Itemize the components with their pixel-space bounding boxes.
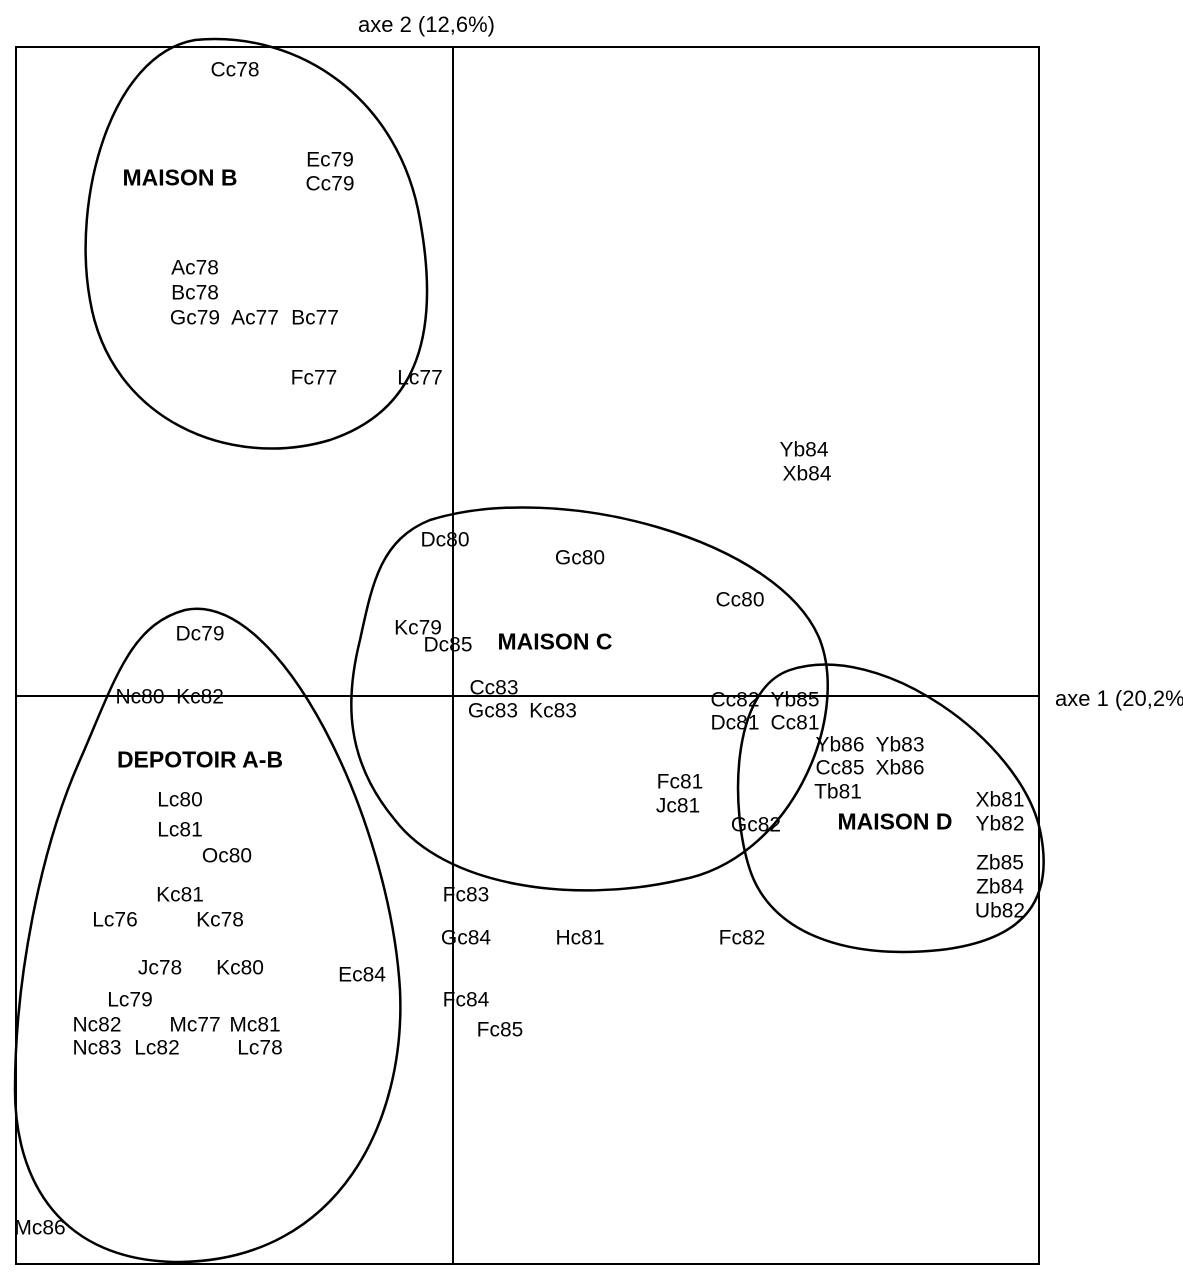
point-label: Ub82 [975, 901, 1025, 922]
group-label: MAISON C [498, 629, 613, 656]
point-label: Fc77 [291, 368, 338, 389]
plot-border [15, 46, 1040, 1265]
point-label: Fc85 [477, 1020, 524, 1041]
point-label: Cc83 [469, 678, 518, 699]
point-label: Bc77 [291, 308, 339, 329]
point-label: Xb86 [875, 758, 924, 779]
point-label: Ac78 [171, 258, 219, 279]
group-label: MAISON D [838, 809, 953, 836]
point-label: Kc81 [156, 885, 204, 906]
point-label: Zb85 [976, 853, 1024, 874]
point-label: Lc77 [397, 368, 443, 389]
axis-label-y: axe 2 (12,6%) [358, 12, 495, 38]
point-label: Yb82 [975, 814, 1024, 835]
point-label: Lc78 [237, 1038, 283, 1059]
point-label: Oc80 [202, 846, 252, 867]
point-label: Mc86 [14, 1218, 65, 1239]
group-label: MAISON B [123, 165, 238, 192]
point-label: Xb81 [975, 790, 1024, 811]
point-label: Kc83 [529, 701, 577, 722]
point-label: Fc81 [657, 772, 704, 793]
point-label: Cc82 [710, 690, 759, 711]
point-label: Nc82 [72, 1015, 121, 1036]
point-label: Nc80 [115, 687, 164, 708]
point-label: Yb83 [875, 735, 924, 756]
point-label: Lc81 [157, 820, 203, 841]
point-label: Gc84 [441, 928, 491, 949]
point-label: Dc85 [423, 635, 472, 656]
x-axis-line [15, 695, 1040, 697]
point-label: Jc81 [656, 796, 700, 817]
point-label: Gc82 [731, 815, 781, 836]
point-label: Yb86 [815, 735, 864, 756]
point-label: Cc80 [715, 590, 764, 611]
point-label: Kc82 [176, 687, 224, 708]
point-label: Jc78 [138, 958, 182, 979]
axis-label-x: axe 1 (20,2%) [1055, 686, 1183, 712]
point-label: Gc80 [555, 548, 605, 569]
point-label: Hc81 [555, 928, 604, 949]
point-label: Mc77 [169, 1015, 220, 1036]
point-label: Lc80 [157, 790, 203, 811]
point-label: Cc79 [305, 174, 354, 195]
point-label: Lc76 [92, 910, 138, 931]
point-label: Kc80 [216, 958, 264, 979]
point-label: Xb84 [782, 464, 831, 485]
group-label: DEPOTOIR A-B [117, 747, 283, 774]
point-label: Kc78 [196, 910, 244, 931]
point-label: Ec84 [338, 965, 386, 986]
point-label: Fc83 [443, 885, 490, 906]
point-label: Ec79 [306, 150, 354, 171]
point-label: Cc78 [210, 60, 259, 81]
point-label: Tb81 [814, 782, 862, 803]
point-label: Dc79 [175, 624, 224, 645]
point-label: Dc80 [420, 530, 469, 551]
point-label: Fc84 [443, 990, 490, 1011]
point-label: Gc79 [170, 308, 220, 329]
point-label: Yb85 [770, 690, 819, 711]
point-label: Yb84 [779, 440, 828, 461]
point-label: Ac77 [231, 308, 279, 329]
figure-stage: axe 2 (12,6%) axe 1 (20,2%) MAISON B MAIS… [0, 0, 1183, 1278]
point-label: Cc85 [815, 758, 864, 779]
point-label: Mc81 [229, 1015, 280, 1036]
point-label: Cc81 [770, 713, 819, 734]
point-label: Lc82 [134, 1038, 180, 1059]
point-label: Dc81 [710, 713, 759, 734]
point-label: Nc83 [72, 1038, 121, 1059]
point-label: Lc79 [107, 990, 153, 1011]
point-label: Bc78 [171, 283, 219, 304]
point-label: Zb84 [976, 877, 1024, 898]
point-label: Gc83 [468, 701, 518, 722]
point-label: Fc82 [719, 928, 766, 949]
